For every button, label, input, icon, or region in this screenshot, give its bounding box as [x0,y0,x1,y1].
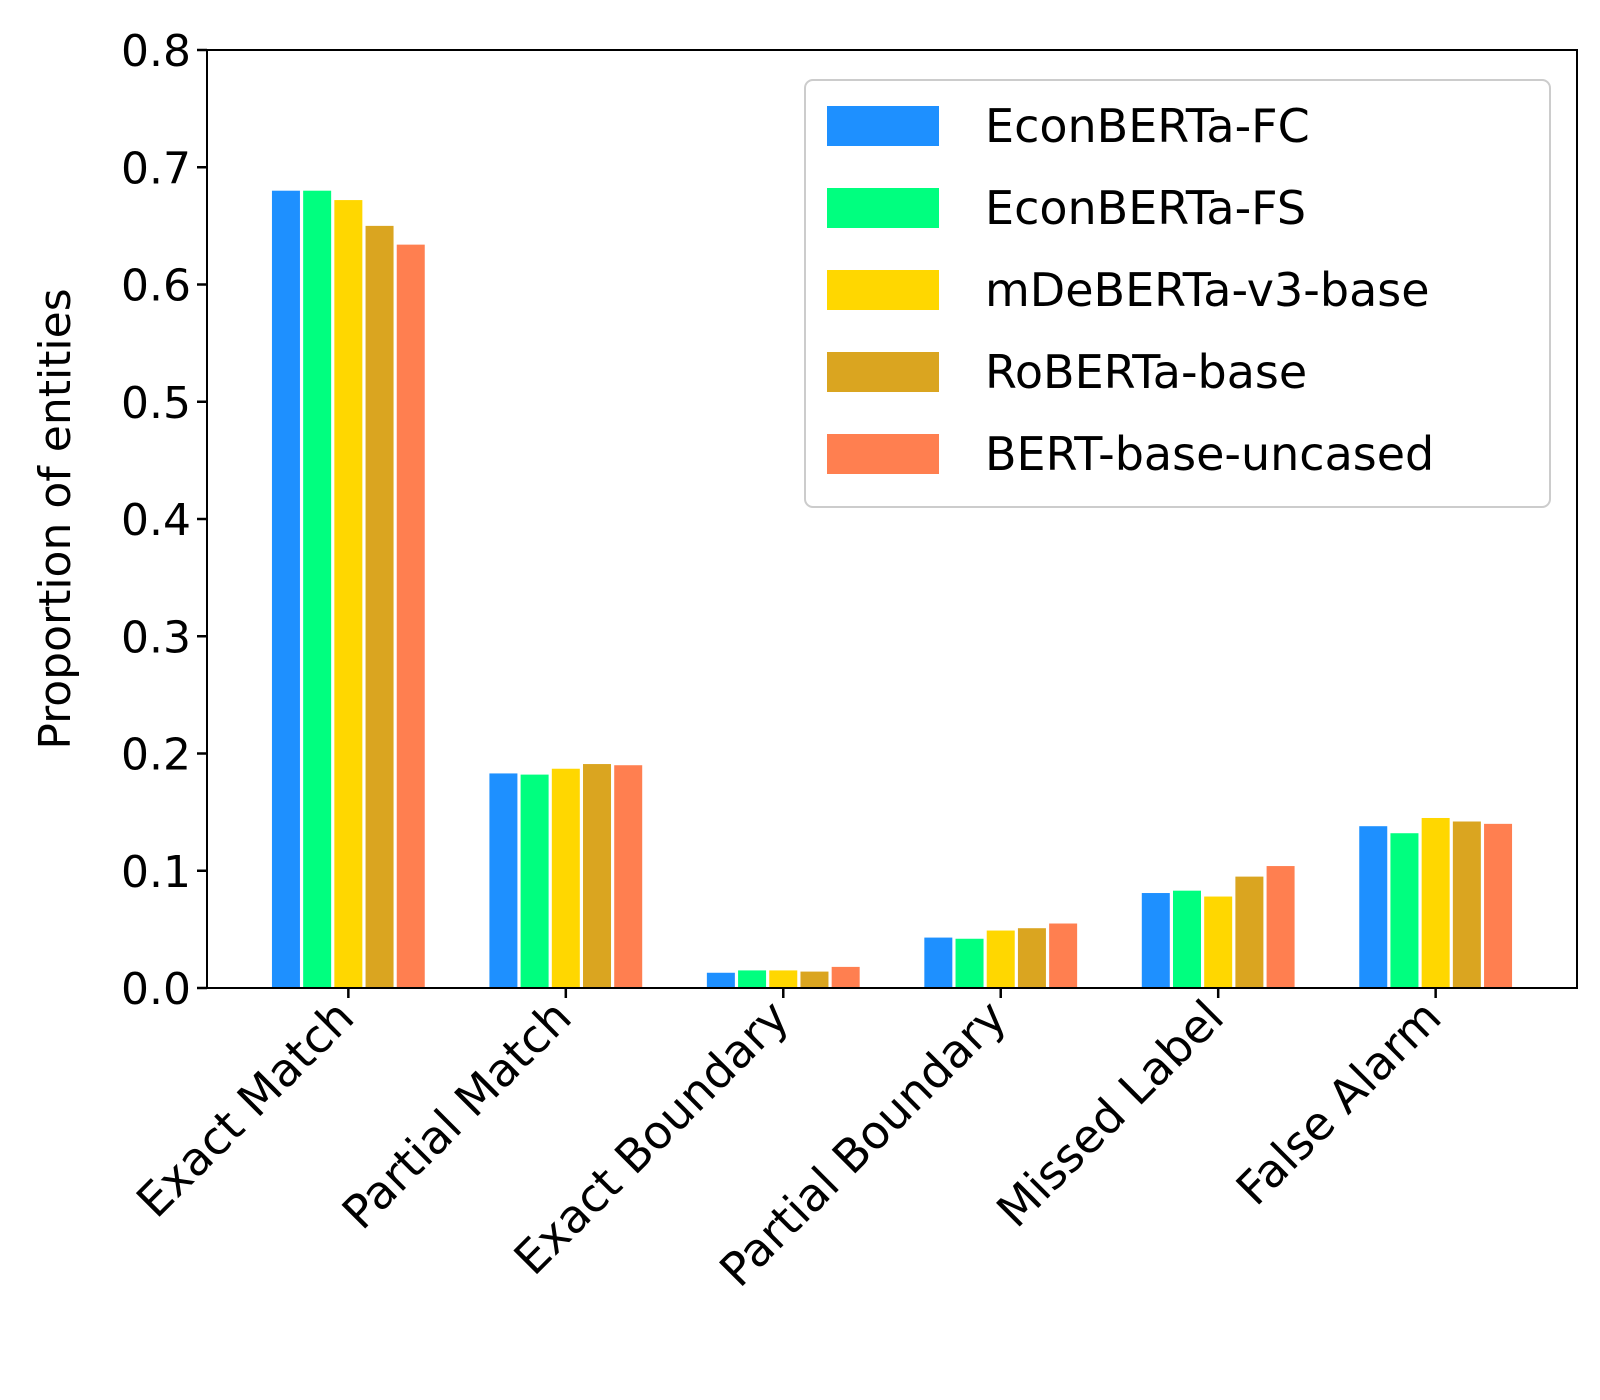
bar-partial-match-econberta-fc [489,773,518,988]
y-tick-label: 0.4 [121,495,191,546]
y-tick-label: 0.5 [121,378,191,429]
bar-partial-boundary-econberta-fs [955,938,984,988]
x-tick-label: Partial Match [332,990,582,1240]
bar-missed-label-roberta-base [1235,876,1264,988]
y-tick-label: 0.2 [121,730,191,781]
legend-label-bert-base-uncased: BERT-base-uncased [985,427,1434,481]
bar-false-alarm-bert-base-uncased [1484,823,1513,988]
bar-false-alarm-econberta-fc [1359,826,1388,988]
y-tick-label: 0.7 [121,143,191,194]
legend-label-econberta-fc: EconBERTa-FC [985,99,1310,153]
bar-partial-match-econberta-fs [520,774,549,988]
legend-box [804,79,1551,508]
bar-partial-match-bert-base-uncased [614,765,643,988]
x-tick-label: False Alarm [1226,990,1452,1216]
legend-swatch-roberta-base [827,352,939,392]
y-tick-label: 0.3 [121,612,191,663]
legend-swatch-econberta-fs [827,188,939,228]
bar-exact-boundary-econberta-fs [738,970,767,988]
bar-exact-match-econberta-fs [303,190,332,988]
bar-partial-boundary-bert-base-uncased [1049,923,1078,988]
bar-missed-label-econberta-fc [1141,893,1170,988]
y-axis-title: Proportion of entities [30,288,81,749]
y-axis: 0.0 0.1 0.2 0.3 0.4 0.5 0.6 0.7 0.8 [121,26,207,1015]
bar-partial-match-roberta-base [583,764,612,988]
bar-partial-boundary-econberta-fc [924,937,953,988]
bar-exact-match-mdeberta-v3-base [334,200,363,988]
bar-exact-match-roberta-base [365,225,394,988]
x-tick-label: Exact Match [126,990,364,1228]
bar-partial-match-mdeberta-v3-base [551,768,580,988]
bar-false-alarm-econberta-fs [1390,833,1419,988]
legend-swatch-mdeberta-v3-base [827,270,939,310]
x-tick-label: Missed Label [986,990,1234,1238]
bar-exact-boundary-econberta-fc [706,972,735,988]
bar-exact-match-econberta-fc [271,190,300,988]
y-tick-label: 0.0 [121,964,191,1015]
bar-missed-label-mdeberta-v3-base [1204,896,1233,988]
legend-swatch-econberta-fc [827,106,939,146]
bar-partial-boundary-mdeberta-v3-base [986,930,1015,988]
legend-label-mdeberta-v3-base: mDeBERTa-v3-base [985,263,1430,317]
bar-missed-label-econberta-fs [1172,890,1201,988]
legend-label-roberta-base: RoBERTa-base [985,345,1307,399]
bar-exact-boundary-mdeberta-v3-base [769,970,798,988]
legend-label-econberta-fs: EconBERTa-FS [985,181,1306,235]
bars-layer [271,190,1513,988]
bar-exact-boundary-roberta-base [800,971,829,988]
bar-exact-boundary-bert-base-uncased [831,966,860,988]
legend: EconBERTa-FC EconBERTa-FS mDeBERTa-v3-base… [804,79,1551,508]
legend-swatch-bert-base-uncased [827,434,939,474]
y-tick-label: 0.6 [121,261,191,312]
bar-false-alarm-mdeberta-v3-base [1421,817,1450,988]
bar-false-alarm-roberta-base [1452,821,1481,988]
bar-missed-label-bert-base-uncased [1266,866,1295,988]
y-tick-label: 0.8 [121,26,191,77]
bar-exact-match-bert-base-uncased [396,244,425,988]
y-tick-label: 0.1 [121,847,191,898]
bar-partial-boundary-roberta-base [1017,928,1046,988]
